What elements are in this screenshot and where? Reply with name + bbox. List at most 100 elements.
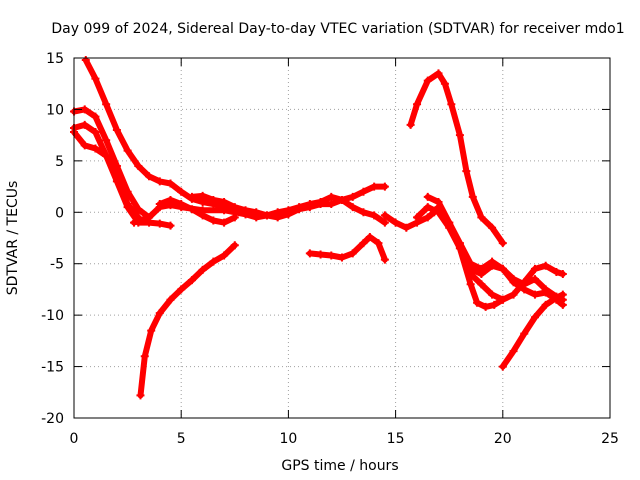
data-point [455, 131, 464, 140]
series-trace [71, 106, 152, 221]
x-tick-label: 5 [177, 431, 186, 447]
data-point [509, 278, 518, 287]
data-point [455, 239, 464, 248]
data-point [380, 211, 389, 220]
data-point [187, 205, 196, 214]
data-point [466, 259, 475, 268]
data-point [402, 223, 411, 232]
data-point [380, 182, 389, 191]
data-point [552, 293, 561, 302]
data-point [198, 265, 207, 274]
data-point [305, 203, 314, 212]
data-point [91, 112, 100, 121]
data-point [262, 211, 271, 220]
plot-frame [73, 57, 611, 419]
data-point [348, 203, 357, 212]
data-point [91, 144, 100, 153]
data-point [359, 187, 368, 196]
data-point [359, 239, 368, 248]
series-track-i [305, 232, 389, 264]
y-tick-label: -10 [41, 308, 64, 324]
data-point [187, 192, 196, 201]
data-point [91, 128, 100, 137]
data-point [187, 276, 196, 285]
data-point [447, 100, 456, 109]
x-tick-label: 10 [279, 431, 297, 447]
data-point [166, 295, 175, 304]
data-point [498, 239, 507, 248]
data-point [445, 218, 454, 227]
data-point [468, 192, 477, 201]
data-point [406, 120, 415, 129]
data-point [380, 218, 389, 227]
series-track-f [155, 195, 239, 227]
data-point [466, 270, 475, 278]
data-point [155, 177, 164, 186]
data-point [102, 100, 111, 109]
data-point [295, 205, 304, 214]
data-point [80, 141, 89, 150]
data-point [509, 347, 518, 356]
data-point [423, 192, 432, 201]
data-point [284, 210, 293, 219]
series-track-g [187, 191, 389, 227]
data-point [209, 216, 218, 225]
data-point [374, 239, 383, 248]
data-point [348, 192, 357, 201]
y-tick-label: 5 [55, 154, 64, 170]
data-point [423, 213, 432, 222]
data-point [123, 146, 132, 155]
x-tick-label: 20 [494, 431, 512, 447]
data-point [477, 264, 486, 273]
series-track-b [70, 105, 154, 222]
y-tick-label: 15 [46, 51, 64, 67]
data-point [230, 213, 239, 222]
data-point [147, 326, 156, 335]
data-point [413, 213, 422, 222]
data-point [552, 267, 561, 276]
data-point [541, 261, 550, 270]
series-track-n [466, 261, 567, 304]
data-point [123, 200, 132, 209]
y-tick-label: -5 [50, 257, 64, 273]
data-point [558, 300, 567, 309]
data-point [102, 151, 111, 160]
x-tick-label: 15 [387, 431, 405, 447]
data-point [220, 198, 229, 206]
data-point [155, 309, 164, 318]
series-track-m [423, 192, 567, 309]
data-point [541, 300, 550, 309]
data-point [434, 198, 443, 206]
data-point [198, 211, 207, 220]
x-axis-label: GPS time / hours [281, 458, 398, 474]
y-tick-label: -15 [41, 360, 64, 376]
data-point [498, 264, 507, 273]
data-point [498, 362, 507, 371]
data-point [209, 257, 218, 266]
data-point [130, 218, 139, 227]
data-point [209, 195, 218, 204]
data-point [316, 200, 325, 209]
data-point [140, 352, 149, 361]
series-track-h [136, 241, 239, 400]
data-point [520, 329, 529, 338]
data-point [177, 187, 186, 196]
data-point [80, 105, 89, 114]
data-point [91, 74, 100, 83]
y-tick-label: 10 [46, 102, 64, 118]
data-point [327, 200, 336, 209]
data-point [365, 232, 374, 241]
data-point [530, 313, 539, 322]
data-point [102, 136, 111, 145]
grid-lines [74, 58, 610, 418]
data-point [134, 162, 143, 170]
data-point [166, 195, 175, 204]
data-point [541, 288, 550, 297]
data-point [155, 200, 164, 209]
data-point [520, 278, 529, 287]
data-point [530, 290, 539, 299]
data-point [327, 192, 336, 201]
data-point [316, 250, 325, 259]
